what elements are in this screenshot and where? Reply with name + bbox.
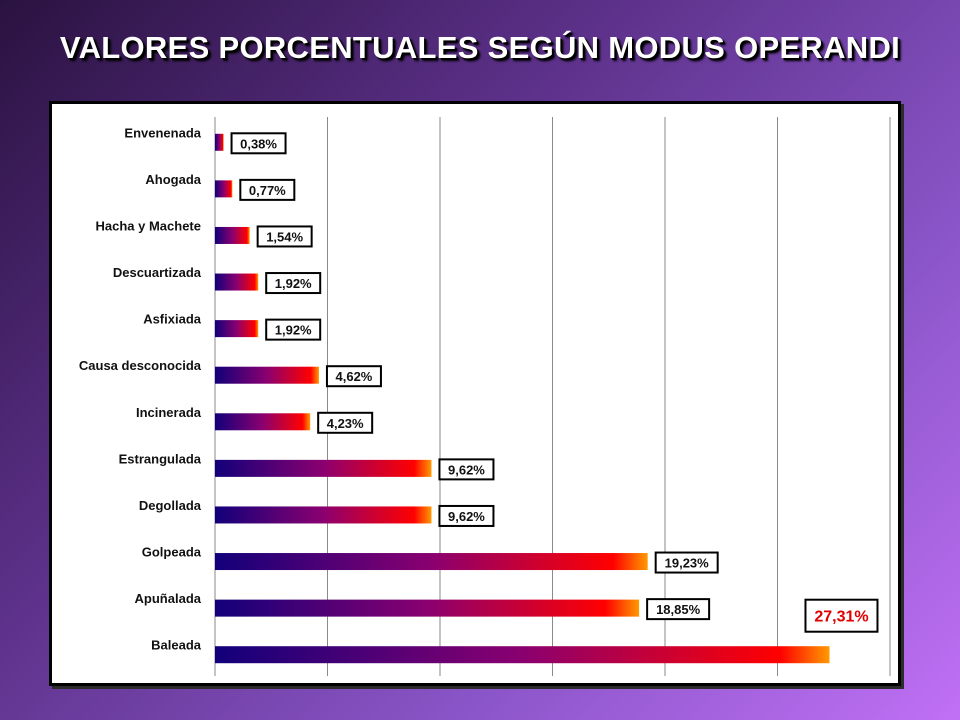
data-label: 0,77% — [239, 178, 296, 201]
data-label: 4,23% — [317, 411, 374, 434]
chart-gridlines — [327, 117, 891, 676]
category-label: Ahogada — [145, 172, 201, 187]
bar — [215, 366, 319, 384]
page-title: VALORES PORCENTUALES SEGÚN MODUS OPERAND… — [59, 30, 901, 65]
data-label: 0,38% — [230, 132, 287, 155]
category-label: Baleada — [151, 638, 202, 653]
data-label: 9,62% — [438, 504, 495, 527]
data-label-box — [317, 411, 374, 434]
data-label-text: 4,62% — [336, 369, 373, 384]
data-label-text: 1,54% — [266, 229, 303, 244]
data-label: 9,62% — [438, 458, 495, 481]
data-label-box — [438, 458, 495, 481]
data-label-text: 19,23% — [665, 556, 710, 571]
data-label: 1,92% — [265, 318, 322, 341]
bar — [215, 320, 259, 338]
data-label-text: 27,31% — [814, 609, 868, 626]
data-label-box — [654, 551, 719, 574]
category-label: Incinerada — [136, 405, 202, 420]
data-label-text: 9,62% — [448, 509, 485, 524]
data-label-box — [230, 132, 287, 155]
data-label-box — [265, 272, 322, 295]
bar — [215, 133, 224, 151]
data-label: 4,62% — [325, 365, 382, 388]
bar — [215, 646, 830, 664]
data-label: 1,54% — [256, 225, 313, 248]
data-label-box — [804, 598, 879, 633]
category-label: Asfixiada — [143, 312, 202, 327]
bar — [215, 180, 233, 198]
category-label: Descuartizada — [113, 265, 202, 280]
category-label: Hacha y Machete — [96, 218, 202, 233]
category-label: Golpeada — [142, 545, 202, 560]
data-label-box — [325, 365, 382, 388]
category-label: Apuñalada — [135, 591, 202, 606]
bar — [215, 226, 250, 244]
data-label-text: 18,85% — [656, 602, 701, 617]
data-label: 19,23% — [654, 551, 719, 574]
data-label-box — [239, 178, 296, 201]
category-label: Envenenada — [124, 125, 201, 140]
bar — [215, 506, 432, 524]
data-label-box — [646, 598, 711, 621]
chart-panel: Envenenada Ahogada Hacha y Machete Descuart… — [49, 101, 901, 686]
data-labels: 0,38% 0,77% 1,54% 1,92% 1,92% 4,62% 4,23% 9,62%… — [230, 132, 879, 633]
bar — [215, 553, 648, 571]
category-label: Estrangulada — [119, 451, 202, 466]
data-label-text: 4,23% — [327, 416, 364, 431]
bar-chart: Envenenada Ahogada Hacha y Machete Descuart… — [79, 117, 891, 676]
bar — [215, 599, 640, 617]
bar-series — [215, 133, 830, 664]
data-label: 1,92% — [265, 272, 322, 295]
data-label-text: 9,62% — [448, 462, 485, 477]
data-label-box — [265, 318, 322, 341]
data-label-text: 0,38% — [240, 136, 277, 151]
data-label-text: 1,92% — [275, 323, 312, 338]
data-label-text: 0,77% — [249, 183, 286, 198]
data-label: 18,85% — [646, 598, 711, 621]
bar — [215, 273, 259, 291]
data-label-box — [256, 225, 313, 248]
data-label-text: 1,92% — [275, 276, 312, 291]
data-label-box — [438, 504, 495, 527]
category-labels: Envenenada Ahogada Hacha y Machete Descuart… — [79, 125, 202, 652]
category-label: Degollada — [139, 498, 202, 513]
data-label: 27,31% — [804, 598, 879, 633]
bar — [215, 413, 311, 431]
category-label: Causa desconocida — [79, 358, 202, 373]
bar — [215, 459, 432, 477]
